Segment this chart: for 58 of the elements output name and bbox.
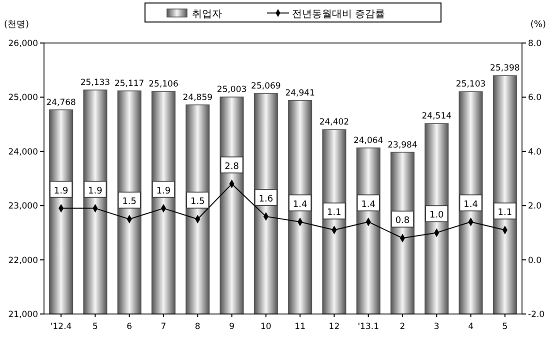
- x-tick-label: 10: [260, 322, 272, 332]
- data-label: 2.8: [224, 162, 240, 172]
- data-label: 23,984: [388, 140, 418, 150]
- data-label: 1.9: [88, 186, 103, 196]
- data-label: 25,106: [148, 79, 178, 90]
- y2-tick-label: 6.0: [528, 93, 542, 104]
- y-tick-label: 26,000: [8, 39, 38, 49]
- y-tick-label: 24,000: [8, 147, 38, 158]
- y-tick-label: 21,000: [8, 310, 38, 320]
- x-tick-label: 4: [468, 322, 474, 332]
- data-label: 24,402: [319, 118, 350, 128]
- y2-tick-label: 8.0: [528, 39, 542, 49]
- data-label: 1.5: [122, 197, 137, 208]
- data-label: 24,859: [182, 92, 213, 103]
- data-label: 24,941: [285, 88, 315, 98]
- data-label: 25,117: [114, 78, 144, 89]
- data-label: 0.8: [395, 216, 410, 226]
- y-tick-label: 25,000: [8, 93, 38, 104]
- data-label: 1.1: [327, 208, 342, 218]
- data-label: 24,514: [422, 112, 452, 122]
- x-tick-label: 3: [434, 322, 440, 332]
- data-label: 1.4: [361, 200, 376, 210]
- y2-tick-label: 2.0: [528, 202, 542, 212]
- x-tick-label: 5: [502, 322, 508, 332]
- x-tick-label: 6: [126, 322, 132, 332]
- data-label: 25,069: [251, 81, 281, 92]
- data-label: 1.6: [258, 194, 274, 204]
- y2-tick-label: -2.0: [528, 310, 545, 320]
- data-label: 1.4: [464, 200, 478, 210]
- y2-axis-title: (%): [530, 20, 546, 30]
- x-tick-label: 2: [400, 322, 406, 332]
- data-label: 25,398: [490, 64, 520, 74]
- y-tick-label: 22,000: [8, 256, 38, 266]
- x-tick-label: 12: [328, 322, 340, 332]
- x-tick-label: 7: [160, 322, 166, 332]
- data-label: 25,133: [80, 78, 110, 88]
- legend-label: 전년동월대비 증감률: [292, 9, 386, 20]
- data-label: 24,768: [46, 98, 76, 108]
- y2-tick-label: 0.0: [528, 256, 542, 266]
- x-tick-label: '13.1: [358, 322, 379, 332]
- data-label: 1.9: [54, 186, 68, 196]
- y2-tick-label: 4.0: [528, 147, 542, 158]
- data-label: 1.9: [156, 186, 171, 196]
- data-label: 25,003: [216, 85, 247, 96]
- legend-label: 취업자: [192, 9, 222, 20]
- y-tick-label: 23,000: [8, 202, 38, 212]
- x-tick-label: 9: [229, 322, 234, 332]
- x-tick-label: 8: [194, 322, 200, 332]
- data-label: 1.0: [429, 210, 444, 221]
- data-label: 25,103: [456, 80, 486, 90]
- data-label: 24,064: [353, 136, 384, 146]
- data-label: 1.4: [292, 200, 308, 210]
- x-tick-label: 11: [294, 322, 306, 332]
- data-label: 1.5: [190, 197, 205, 208]
- x-tick-label: 5: [92, 322, 98, 332]
- x-tick-label: '12.4: [50, 322, 72, 332]
- data-label: 1.1: [498, 208, 512, 218]
- y-axis-title: (천명): [4, 20, 30, 30]
